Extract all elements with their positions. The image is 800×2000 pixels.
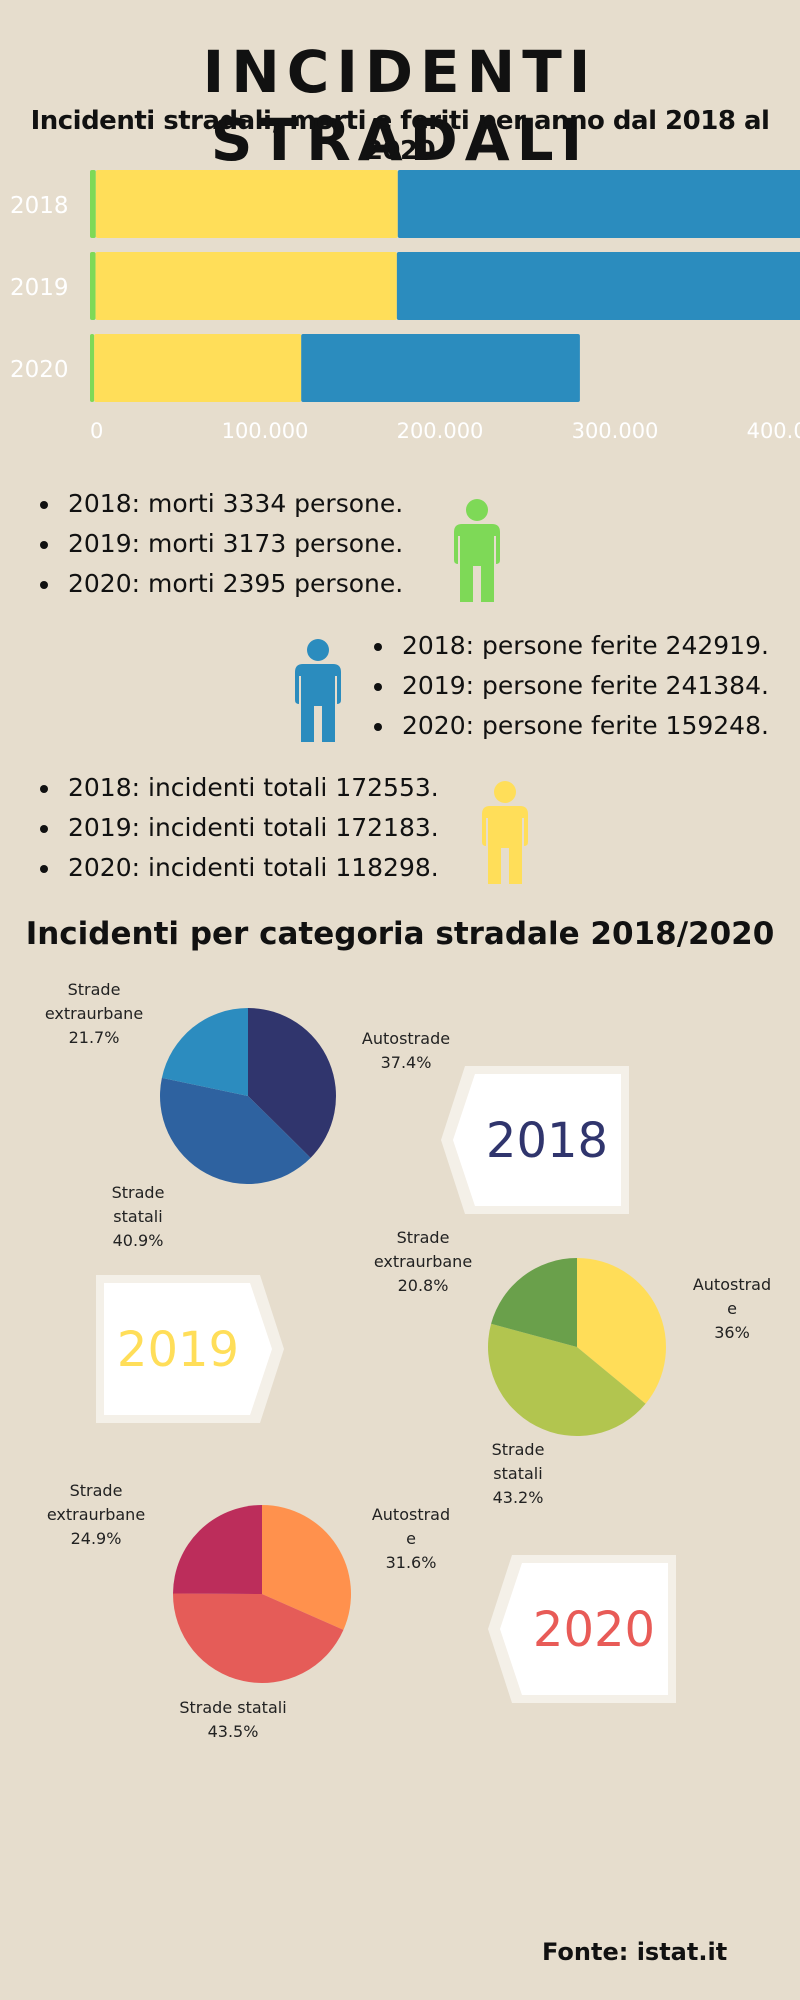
chart-subtitle: Incidenti stradali, morti e feriti per a… — [30, 106, 770, 166]
x-tick-label: 100.000 — [222, 419, 309, 443]
pie-slice-strade-extraurbane — [491, 1258, 577, 1347]
pie-slice-autostrade — [577, 1258, 666, 1404]
year-tag-label: 2020 — [533, 1602, 655, 1658]
pie-label-autostrade: Autostrad e 36% — [693, 1275, 771, 1342]
year-label: 2020 — [10, 357, 69, 383]
person-icon — [482, 781, 528, 884]
source-note: Fonte: istat.it — [542, 1938, 728, 1966]
pie-label-strade-statali: Strade statali 43.5% — [179, 1698, 286, 1741]
incidenti-item: 2018: incidenti totali 172553. — [62, 768, 439, 808]
x-tick-label: 400.000 — [747, 419, 800, 443]
person-icon — [454, 499, 500, 602]
morti-item: 2018: morti 3334 persone. — [62, 484, 403, 524]
feriti-list: 2018: persone ferite 242919. 2019: perso… — [372, 626, 769, 746]
incidenti-item: 2020: incidenti totali 118298. — [62, 848, 439, 888]
pie-label-strade-statali: Strade statali 43.2% — [492, 1440, 545, 1507]
pie-slice-strade-statali — [160, 1077, 311, 1185]
bar-segment-morti — [90, 334, 95, 402]
year-tag-2019: 2019 — [96, 1275, 284, 1423]
year-tag-body — [104, 1283, 272, 1415]
bar-segment-feriti — [397, 170, 800, 238]
year-label: 2019 — [10, 275, 69, 301]
x-tick-label: 0 — [90, 419, 103, 443]
bar-segment-incidenti — [95, 252, 397, 320]
feriti-item: 2019: persone ferite 241384. — [396, 666, 769, 706]
year-tag-label: 2018 — [486, 1113, 608, 1169]
pie-slice-strade-extraurbane — [173, 1505, 262, 1594]
pie-slice-autostrade — [248, 1008, 337, 1158]
bar-segment-feriti — [301, 334, 580, 402]
pie-label-strade-statali: Strade statali 40.9% — [112, 1183, 165, 1250]
stacked-bar-chart: 2018 2019 2020 0 100.000 200.000 300.000 400.00… — [10, 170, 800, 443]
pie-slice-autostrade — [262, 1505, 352, 1630]
bar-segment-morti — [90, 170, 96, 238]
bar-segment-incidenti — [94, 334, 302, 402]
pie-section-title: Incidenti per categoria stradale 2018/20… — [25, 916, 775, 952]
x-tick-label: 200.000 — [397, 419, 484, 443]
bar-segment-incidenti — [95, 170, 398, 238]
year-tag-body — [500, 1563, 668, 1695]
page-title: INCIDENTI STRADALI — [202, 38, 598, 174]
year-label: 2018 — [10, 193, 69, 219]
bar-segment-morti — [90, 252, 96, 320]
year-tag-body — [453, 1074, 621, 1206]
pie-slice-strade-statali — [173, 1593, 344, 1683]
year-tag-2020: 2020 — [488, 1555, 676, 1703]
morti-list: 2018: morti 3334 persone. 2019: morti 31… — [38, 484, 403, 604]
morti-item: 2019: morti 3173 persone. — [62, 524, 403, 564]
feriti-item: 2020: persone ferite 159248. — [396, 706, 769, 746]
person-icon — [295, 639, 341, 742]
year-tag-label: 2019 — [117, 1322, 239, 1378]
pie-label-autostrade: Autostrad e 31.6% — [372, 1505, 450, 1572]
morti-item: 2020: morti 2395 persone. — [62, 564, 403, 604]
pie-slice-strade-statali — [488, 1323, 646, 1436]
incidenti-item: 2019: incidenti totali 172183. — [62, 808, 439, 848]
x-tick-label: 300.000 — [572, 419, 659, 443]
incidenti-list: 2018: incidenti totali 172553. 2019: inc… — [38, 768, 439, 888]
pie-label-strade-extraurbane: Strade extraurbane 24.9% — [47, 1481, 145, 1548]
bar-segment-feriti — [396, 252, 800, 320]
pie-slice-strade-extraurbane — [161, 1008, 248, 1096]
feriti-item: 2018: persone ferite 242919. — [396, 626, 769, 666]
pie-label-autostrade: Autostrade 37.4% — [362, 1029, 450, 1072]
year-tag-2018: 2018 — [441, 1066, 629, 1214]
pie-label-strade-extraurbane: Strade extraurbane 21.7% — [45, 980, 143, 1047]
pie-label-strade-extraurbane: Strade extraurbane 20.8% — [374, 1228, 472, 1295]
